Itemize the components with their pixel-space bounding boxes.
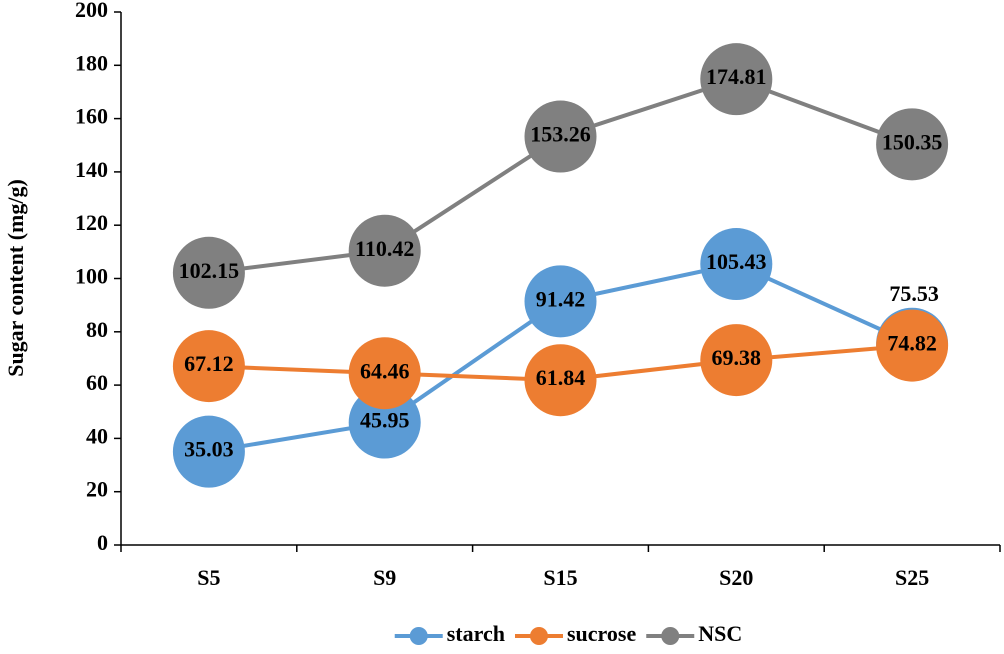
- data-marker: [348, 337, 421, 410]
- data-label: 67.12: [184, 351, 234, 376]
- data-marker: [700, 324, 773, 397]
- data-label: 102.15: [179, 258, 240, 283]
- y-tick-label: 0: [97, 530, 108, 555]
- data-label: 174.81: [706, 64, 767, 89]
- y-tick-label: 40: [86, 423, 108, 448]
- data-marker: [524, 344, 597, 417]
- data-label: 110.42: [355, 236, 414, 261]
- data-label: 153.26: [530, 122, 591, 147]
- series: 102.15 110.42 153.26 174.81 150.35: [172, 43, 949, 309]
- y-tick-label: 60: [86, 370, 108, 395]
- y-tick-label: 80: [86, 317, 108, 342]
- x-tick-label: S5: [197, 565, 220, 590]
- series: 67.12 64.46 61.84 69.38 74.82: [172, 309, 949, 417]
- x-tick-label: S20: [719, 565, 753, 590]
- legend-marker: [661, 627, 680, 645]
- y-axis-label: Sugar content (mg/g): [3, 179, 28, 377]
- y-tick-label: 200: [75, 0, 108, 22]
- legend-label: sucrose: [567, 621, 636, 646]
- legend-marker: [409, 627, 428, 645]
- y-tick-label: 100: [75, 264, 108, 289]
- x-tick-label: S9: [373, 565, 396, 590]
- data-marker: [524, 265, 597, 338]
- data-marker: [348, 214, 421, 287]
- data-marker: [700, 43, 773, 116]
- y-tick-label: 160: [75, 104, 108, 129]
- markers: 35.03 45.95 91.42 105.43 67.12 64.46 61.84 69.3…: [172, 43, 949, 488]
- data-label: 61.84: [536, 365, 586, 390]
- data-label: 64.46: [360, 358, 410, 383]
- legend: starch sucrose NSC: [394, 621, 742, 646]
- data-label: 150.35: [882, 129, 943, 154]
- legend-label: NSC: [698, 621, 742, 646]
- data-label: 75.53: [889, 281, 939, 306]
- data-label: 105.43: [706, 249, 767, 274]
- data-marker: [700, 228, 773, 301]
- data-label: 91.42: [536, 286, 586, 311]
- data-label: 69.38: [712, 345, 762, 370]
- legend-label: starch: [447, 621, 505, 646]
- x-tick-label: S15: [543, 565, 577, 590]
- data-label: 45.95: [360, 408, 410, 433]
- data-marker: [172, 330, 245, 403]
- y-tick-label: 140: [75, 157, 108, 182]
- labels: 75.53: [889, 281, 939, 306]
- y-tick-label: 20: [86, 477, 108, 502]
- y-tick-label: 180: [75, 50, 108, 75]
- y-tick-label: 120: [75, 210, 108, 235]
- data-marker: [348, 386, 421, 459]
- data-marker: [876, 108, 949, 181]
- x-tick-label: S25: [895, 565, 929, 590]
- data-marker: [172, 415, 245, 488]
- data-marker: [524, 100, 597, 173]
- legend-marker: [529, 627, 548, 645]
- data-marker: [172, 236, 245, 309]
- data-label: 35.03: [184, 437, 234, 462]
- data-marker: [876, 309, 949, 382]
- data-label: 74.82: [887, 331, 937, 356]
